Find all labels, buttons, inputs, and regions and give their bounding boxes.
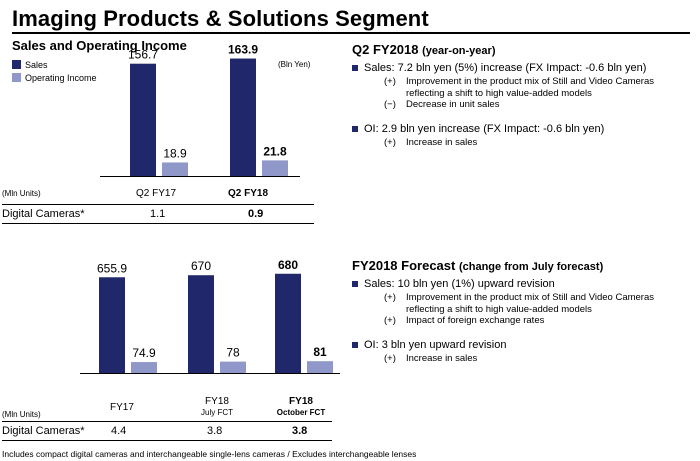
forecast-title-sub: (change from July forecast) [458, 261, 604, 273]
forecast-oi-text: OI: 3 bln yen upward revision [364, 338, 507, 351]
plus-mark: (+) [384, 76, 396, 87]
table2-col-fy18-october: FY18 October FCT [266, 396, 336, 418]
q2-bullets: Sales: 7.2 bln yen (5%) increase (FX Imp… [352, 62, 692, 148]
sales-value-label-2: 163.9 [228, 43, 258, 57]
list-item: (+) Improvement in the product mix of St… [384, 292, 692, 315]
forecast-bullets: Sales: 10 bln yen (1%) upward revision (… [352, 278, 692, 364]
chart-forecast: 655.9 74.9 670 78 680 81 [80, 258, 340, 374]
table2-row-label: Digital Cameras* [2, 425, 85, 437]
chart-q2: 156.7 18.9 163.9 21.8 [100, 43, 300, 177]
sales-bar-2 [230, 58, 256, 177]
bullet-square-icon [352, 65, 358, 71]
q2-section-title: Q2 FY2018 (year-on-year) [352, 42, 495, 57]
legend-swatch-oi [12, 73, 21, 82]
sales-bar-1 [99, 277, 125, 373]
footnote: Includes compact digital cameras and int… [2, 449, 417, 459]
oi-value-label-3: 81 [313, 345, 327, 359]
q2-oi-subbullets: (+) Increase in sales [384, 137, 692, 149]
oi-value-label-1: 74.9 [132, 346, 156, 360]
table2-col-fy18-july-label: FY18 [205, 396, 229, 407]
table2-col-fy18-october-label: FY18 [289, 396, 313, 407]
list-item: (+) Increase in sales [384, 353, 692, 365]
sales-value-label-1: 156.7 [128, 48, 158, 62]
forecast-sales-text: Sales: 10 bln yen (1%) upward revision [364, 278, 555, 290]
table1-value-q2fy17: 1.1 [150, 208, 166, 220]
chart-title: Sales and Operating Income [12, 38, 187, 53]
table2-divider-bottom [2, 440, 332, 441]
chart-legend: Sales Operating Income [12, 58, 97, 84]
legend-label-sales: Sales [25, 59, 48, 70]
table2-value-fy18-july: 3.8 [207, 425, 223, 437]
table2-col-fy18-july: FY18 July FCT [187, 396, 247, 418]
q2-oi-bullet: OI: 2.9 bln yen increase (FX Impact: -0.… [352, 123, 692, 136]
table2-value-fy18-october: 3.8 [292, 425, 308, 437]
table2-divider-top [2, 421, 332, 422]
table1-unit-label: (Mln Units) [2, 189, 41, 198]
forecast-oi-bullet: OI: 3 bln yen upward revision [352, 339, 692, 352]
subbullet-text: Improvement in the product mix of Still … [406, 292, 654, 315]
table2-col-fy17: FY17 [110, 402, 134, 413]
subbullet-text: Impact of foreign exchange rates [406, 315, 545, 326]
q2-oi-text: OI: 2.9 bln yen increase (FX Impact: -0.… [364, 122, 605, 135]
table1-divider-bottom [2, 223, 314, 224]
title-divider [12, 32, 690, 34]
sales-value-label-3: 680 [278, 258, 298, 272]
oi-value-label-1: 18.9 [163, 146, 187, 160]
table1-col-q2fy18: Q2 FY18 [228, 188, 269, 199]
list-item: (+) Impact of foreign exchange rates [384, 315, 692, 327]
sales-value-label-2: 670 [191, 259, 211, 273]
oi-bar-1 [162, 162, 188, 176]
oi-bar-2 [262, 160, 288, 176]
bullet-square-icon [352, 125, 358, 132]
plus-mark: (+) [384, 315, 396, 326]
subbullet-text: Increase in sales [406, 136, 478, 148]
forecast-sales-bullet: Sales: 10 bln yen (1%) upward revision [352, 278, 692, 291]
list-item: (−) Decrease in unit sales [384, 99, 692, 111]
oi-value-label-2: 78 [226, 346, 240, 360]
table2-unit-label: (Mln Units) [2, 410, 41, 419]
legend-swatch-sales [12, 60, 21, 69]
subbullet-text: Decrease in unit sales [406, 99, 500, 110]
oi-bar-3 [307, 361, 333, 373]
oi-value-label-2: 21.8 [263, 144, 287, 158]
table1-col-q2fy17: Q2 FY17 [136, 188, 177, 199]
q2-sales-text: Sales: 7.2 bln yen (5%) increase (FX Imp… [364, 62, 647, 74]
sales-bar-2 [188, 275, 214, 373]
table2-col-fy18-october-sub: October FCT [276, 408, 326, 417]
bullet-square-icon [352, 341, 358, 348]
table1-row-label: Digital Cameras* [2, 208, 85, 220]
list-item: (+) Increase in sales [384, 137, 692, 149]
q2-sales-bullet: Sales: 7.2 bln yen (5%) increase (FX Imp… [352, 62, 692, 75]
oi-bar-2 [220, 361, 246, 373]
bullet-square-icon [352, 281, 358, 287]
plus-mark: (+) [384, 352, 396, 364]
table1-value-q2fy18: 0.9 [248, 208, 264, 220]
subbullet-text: Increase in sales [406, 352, 478, 364]
legend-item-sales: Sales [12, 58, 97, 71]
forecast-sales-subbullets: (+) Improvement in the product mix of St… [384, 292, 692, 327]
minus-mark: (−) [384, 99, 396, 110]
table1-divider-top [2, 204, 314, 205]
sales-value-label-1: 655.9 [97, 261, 127, 275]
q2-title-sub: (year-on-year) [422, 45, 496, 57]
q2-title: Q2 FY2018 [352, 42, 419, 57]
legend-item-oi: Operating Income [12, 71, 97, 84]
list-item: (+) Improvement in the product mix of St… [384, 76, 692, 99]
oi-bar-1 [131, 362, 157, 373]
plus-mark: (+) [384, 136, 396, 148]
forecast-section-title: FY2018 Forecast (change from July foreca… [352, 258, 603, 273]
sales-bar-1 [130, 63, 156, 176]
chart-unit-label: (Bln Yen) [278, 60, 311, 69]
subbullet-text: Improvement in the product mix of Still … [406, 76, 654, 99]
sales-bar-3 [275, 273, 301, 373]
table2-value-fy17: 4.4 [111, 425, 127, 437]
plus-mark: (+) [384, 292, 396, 303]
forecast-title: FY2018 Forecast [352, 258, 456, 273]
legend-label-oi: Operating Income [25, 72, 97, 83]
forecast-oi-subbullets: (+) Increase in sales [384, 353, 692, 365]
page-title: Imaging Products & Solutions Segment [12, 6, 429, 31]
q2-sales-subbullets: (+) Improvement in the product mix of St… [384, 76, 692, 111]
table2-col-fy18-july-sub: July FCT [201, 408, 233, 417]
